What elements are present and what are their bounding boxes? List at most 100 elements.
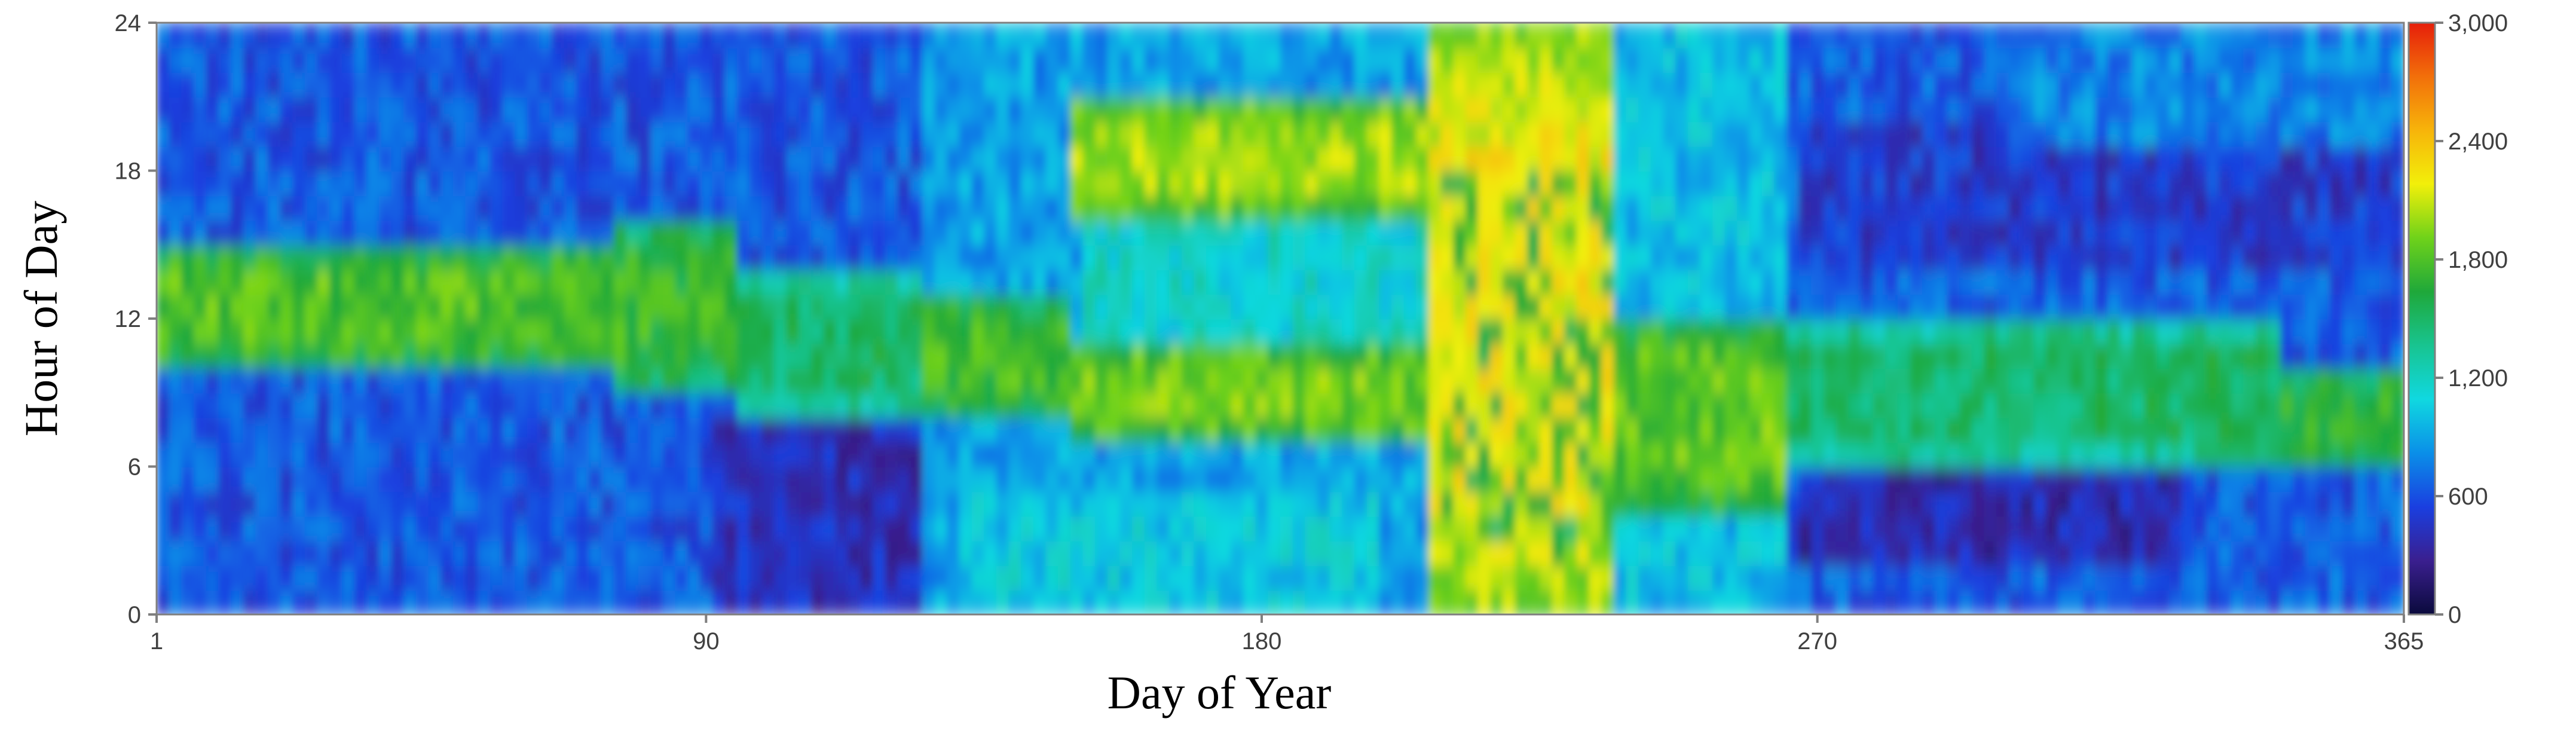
heatmap-cell	[1947, 121, 1960, 147]
heatmap-cell	[1354, 589, 1368, 614]
heatmap-cell	[1453, 23, 1467, 48]
heatmap-cell	[947, 368, 960, 394]
heatmap-cell	[1391, 293, 1405, 320]
heatmap-cell	[2058, 589, 2072, 614]
heatmap-cell	[206, 491, 219, 517]
heatmap-cell	[354, 442, 368, 467]
heatmap-cell	[1848, 170, 1862, 197]
heatmap-cell	[1761, 293, 1775, 320]
heatmap-cell	[1453, 170, 1467, 197]
heatmap-cell	[2330, 47, 2344, 73]
heatmap-cell	[1502, 170, 1516, 197]
heatmap-cell	[860, 47, 874, 73]
heatmap-cell	[1008, 442, 1022, 467]
heatmap-cell	[736, 343, 751, 369]
heatmap-cell	[1984, 72, 1997, 98]
heatmap-cell	[1181, 343, 1195, 369]
heatmap-cell	[515, 23, 528, 48]
heatmap-cell	[712, 244, 726, 270]
heatmap-cell	[1317, 540, 1331, 566]
heatmap-cell	[1453, 516, 1467, 542]
heatmap-cell	[2293, 170, 2306, 197]
heatmap-cell	[1144, 565, 1158, 591]
heatmap-cell	[1095, 293, 1109, 320]
heatmap-cell	[1292, 417, 1306, 443]
heatmap-cell	[527, 96, 540, 123]
heatmap-cell	[724, 392, 738, 418]
heatmap-cell	[2008, 392, 2023, 418]
heatmap-cell	[1416, 491, 1430, 517]
heatmap-cell	[1033, 121, 1047, 147]
heatmap-cell	[1786, 146, 1800, 172]
heatmap-cell	[2021, 121, 2035, 147]
heatmap-cell	[515, 47, 528, 73]
heatmap-cell	[2132, 540, 2146, 566]
heatmap-cell	[1119, 343, 1133, 369]
heatmap-cell	[1589, 319, 1602, 344]
heatmap-cell	[1675, 121, 1689, 147]
heatmap-cell	[2070, 72, 2084, 98]
heatmap-cell	[2219, 72, 2232, 98]
heatmap-cell	[2354, 72, 2368, 98]
heatmap-cell	[1527, 589, 1541, 614]
heatmap-cell	[1008, 121, 1022, 147]
heatmap-cell	[181, 589, 195, 614]
heatmap-cell	[1824, 343, 1837, 369]
heatmap-cell	[478, 146, 491, 172]
heatmap-cell	[2119, 72, 2133, 98]
heatmap-cell	[1798, 516, 1812, 542]
colorbar-tick-label: 0	[2448, 602, 2461, 628]
heatmap-cell	[2182, 466, 2195, 493]
heatmap-cell	[2305, 540, 2318, 566]
heatmap-cell	[922, 491, 936, 517]
heatmap-cell	[1231, 540, 1244, 566]
heatmap-cell	[1231, 23, 1244, 48]
heatmap-cell	[663, 368, 677, 394]
heatmap-cell	[2045, 319, 2060, 344]
heatmap-cell	[378, 343, 393, 369]
heatmap-cell	[1774, 392, 1788, 418]
heatmap-cell	[1243, 516, 1257, 542]
heatmap-cell	[1366, 565, 1380, 591]
heatmap-cell	[1613, 516, 1627, 542]
heatmap-cell	[897, 23, 911, 48]
heatmap-cell	[440, 343, 454, 369]
heatmap-cell	[1255, 121, 1269, 147]
heatmap-cell	[848, 23, 862, 48]
heatmap-cell	[1996, 589, 2010, 614]
heatmap-cell	[1453, 589, 1467, 614]
heatmap-cell	[1959, 269, 1973, 295]
heatmap-cell	[391, 96, 405, 123]
heatmap-cell	[2293, 565, 2306, 591]
heatmap-cell	[799, 466, 812, 493]
heatmap-cell	[675, 121, 689, 147]
heatmap-cell	[2107, 466, 2121, 493]
heatmap-cell	[1527, 170, 1541, 197]
heatmap-cell	[1650, 23, 1664, 48]
heatmap-cell	[329, 540, 343, 566]
heatmap-cell	[1749, 491, 1763, 517]
heatmap-cell	[724, 146, 738, 172]
heatmap-cell	[799, 368, 812, 394]
heatmap-cell	[910, 96, 923, 123]
heatmap-cell	[527, 540, 540, 566]
heatmap-cell	[1700, 47, 1714, 73]
heatmap-cell	[1885, 368, 1899, 394]
heatmap-cell	[971, 319, 985, 344]
heatmap-cell	[1280, 244, 1294, 270]
heatmap-cell	[2156, 293, 2170, 320]
heatmap-cell	[1873, 220, 1886, 246]
heatmap-cell	[515, 392, 528, 418]
heatmap-cell	[1971, 368, 1985, 394]
heatmap-cell	[1564, 442, 1578, 467]
heatmap-cell	[1675, 269, 1689, 295]
heatmap-cell	[267, 516, 282, 542]
heatmap-cell	[873, 540, 886, 566]
heatmap-cell	[1317, 72, 1331, 98]
heatmap-cell	[1342, 47, 1356, 73]
heatmap-cell	[1811, 269, 1825, 295]
heatmap-cell	[2082, 195, 2097, 221]
heatmap-cell	[1811, 343, 1825, 369]
heatmap-cell	[1490, 72, 1504, 98]
heatmap-cell	[193, 244, 207, 270]
